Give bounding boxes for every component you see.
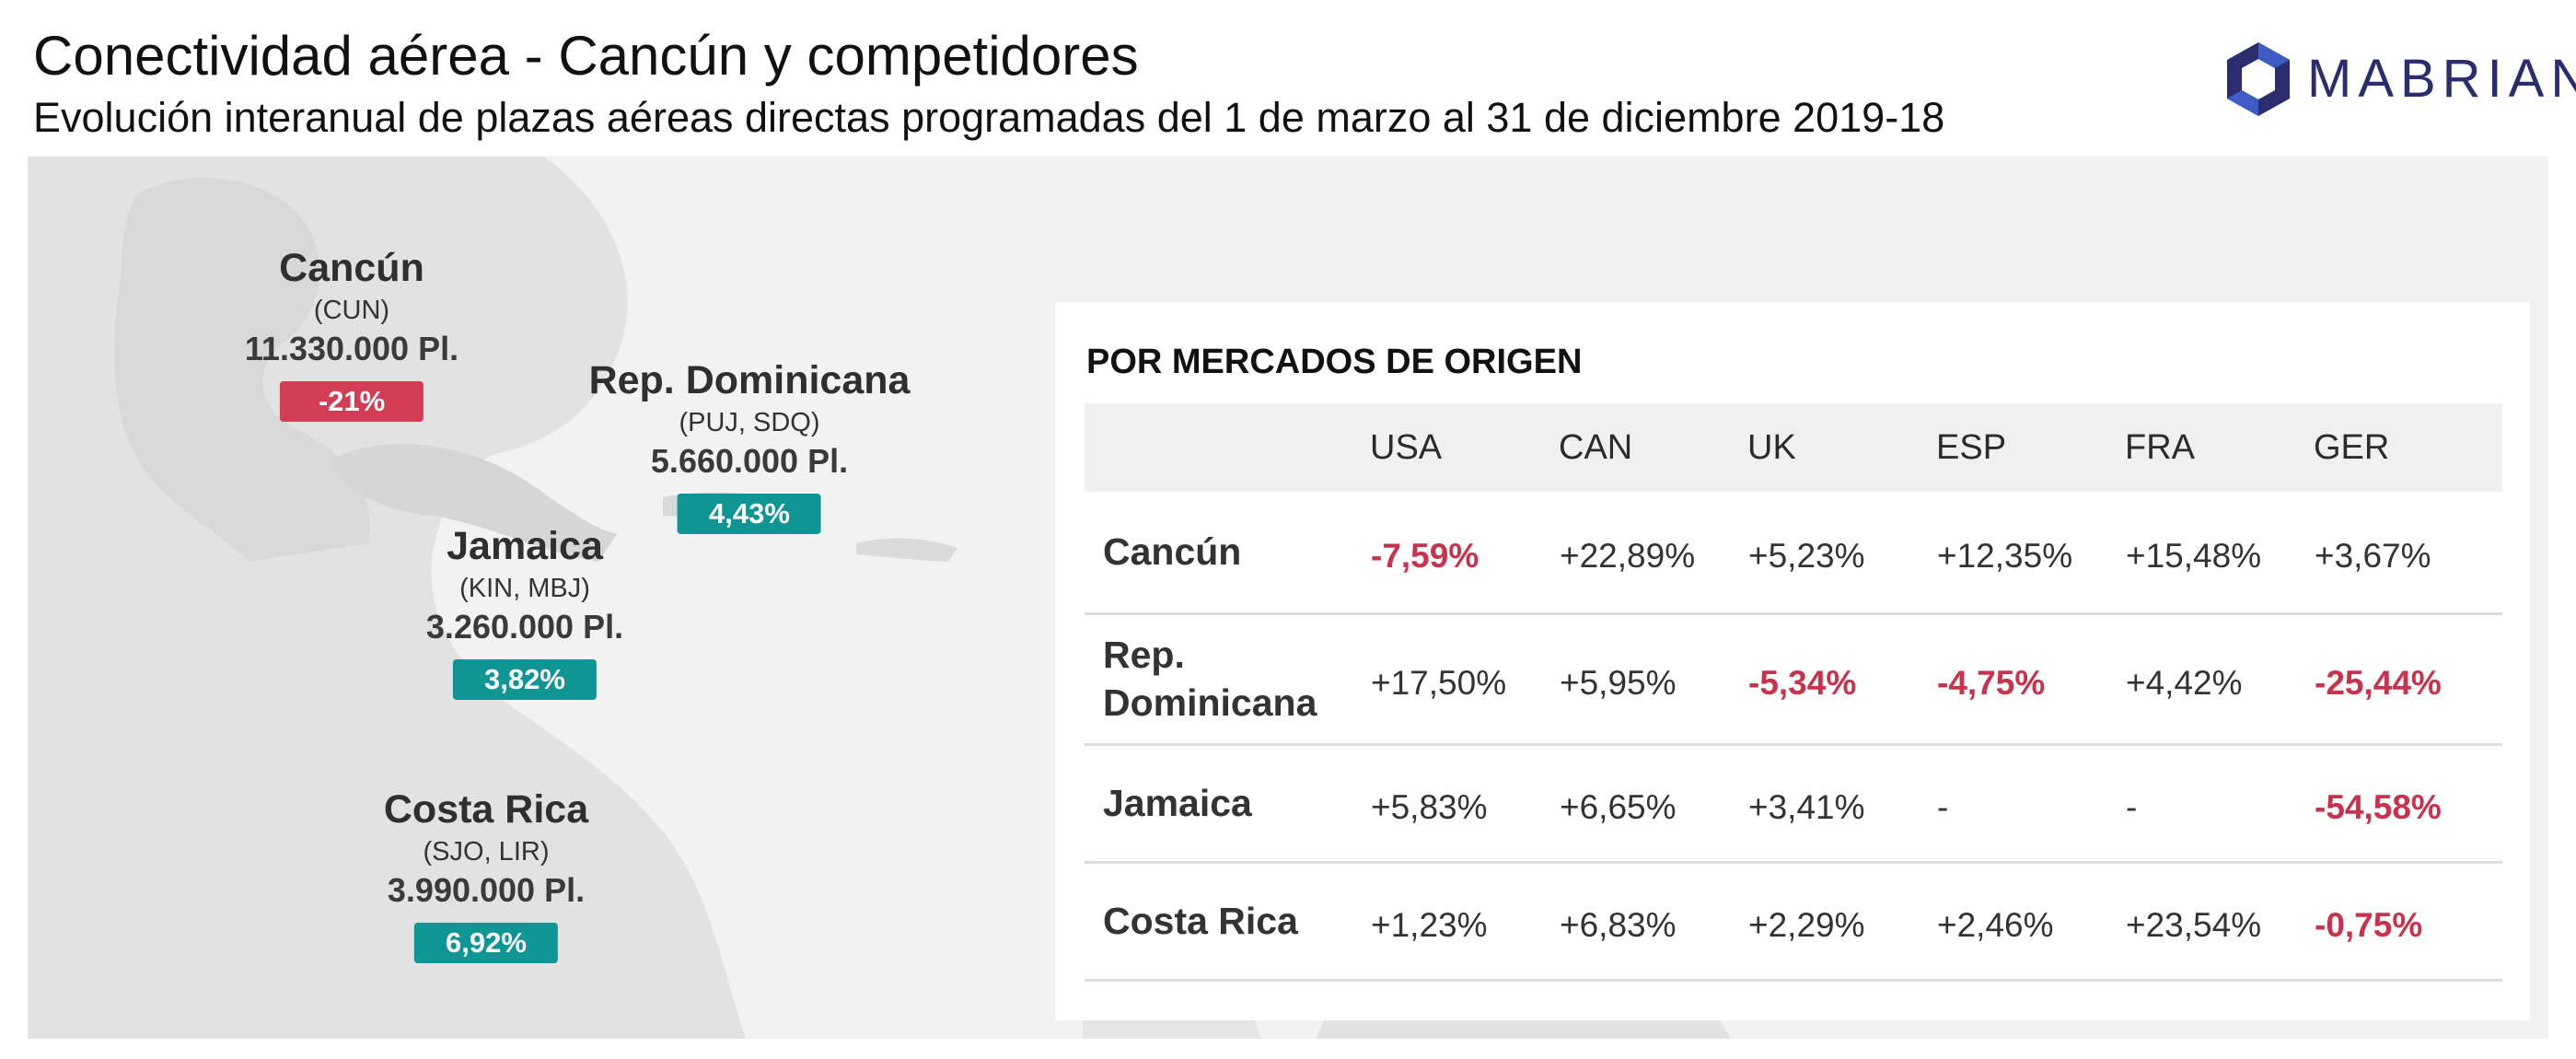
row-label: Jamaica <box>1103 781 1252 824</box>
page-title: Conectividad aérea - Cancún y competidor… <box>33 25 1139 87</box>
table-cell: -5,34% <box>1748 663 1857 702</box>
table-row: Rep. Dominicana +17,50% +5,95% -5,34% -4,75%… <box>1085 613 2502 744</box>
destination-cancun: Cancún (CUN) 11.330.000 Pl. -21% <box>245 243 458 422</box>
table-cell: +3,67% <box>2315 536 2431 575</box>
table-cell: +6,65% <box>1560 787 1677 826</box>
brand-name: MABRIAN <box>2307 49 2576 109</box>
table-cell: +1,23% <box>1371 905 1488 944</box>
page-subtitle: Evolución interanual de plazas aéreas di… <box>33 94 1945 141</box>
destination-name: Costa Rica <box>383 787 589 832</box>
seat-count: 3.990.000 Pl. <box>387 871 586 909</box>
card-title: POR MERCADOS DE ORIGEN <box>1086 343 1583 381</box>
table-cell: +23,54% <box>2126 905 2262 944</box>
destination-name: Rep. Dominicana <box>588 358 911 402</box>
seat-count: 3.260.000 Pl. <box>425 608 624 646</box>
column-header-ger: GER <box>2314 427 2390 467</box>
table-cell: +2,29% <box>1748 905 1865 944</box>
airport-codes: (SJO, LIR) <box>423 837 550 867</box>
row-label: Costa Rica <box>1103 899 1298 942</box>
seat-count: 5.660.000 Pl. <box>650 442 849 480</box>
column-header-fra: FRA <box>2125 427 2195 467</box>
table-cell: +12,35% <box>1937 536 2073 575</box>
table-cell: +5,83% <box>1371 787 1488 826</box>
origin-markets-table: USA CAN UK ESP FRA GER Cancún -7,59% +22,8… <box>1085 403 2502 982</box>
row-label: Rep. Dominicana <box>1103 633 1317 724</box>
brand-logo: MABRIAN <box>2224 41 2576 118</box>
row-label: Cancún <box>1103 530 1242 573</box>
table-cell: -7,59% <box>1371 536 1479 575</box>
table-cell: - <box>1937 787 1949 826</box>
table-cell: +2,46% <box>1937 905 2054 944</box>
table-cell: -0,75% <box>2315 905 2423 944</box>
table-cell: -54,58% <box>2315 787 2442 826</box>
seat-count: 11.330.000 Pl. <box>244 330 459 367</box>
table-cell: +6,83% <box>1560 905 1677 944</box>
table-row: Costa Rica +1,23% +6,83% +2,29% +2,46% +23,54… <box>1085 862 2502 980</box>
header-empty <box>1085 403 1370 492</box>
change-badge: 6,92% <box>414 923 558 963</box>
table-row: Cancún -7,59% +22,89% +5,23% +12,35% +15,48% +… <box>1085 492 2502 613</box>
column-header-usa: USA <box>1370 427 1443 467</box>
table-cell: +4,42% <box>2126 663 2243 702</box>
table-cell: -25,44% <box>2315 663 2442 702</box>
change-badge: 3,82% <box>452 659 597 700</box>
origin-markets-card: POR MERCADOS DE ORIGEN USA CAN UK ESP FR… <box>1055 302 2530 1020</box>
column-header-esp: ESP <box>1936 427 2007 467</box>
airport-codes: (KIN, MBJ) <box>459 574 590 603</box>
destination-jamaica: Jamaica (KIN, MBJ) 3.260.000 Pl. 3,82% <box>426 521 623 700</box>
table-cell: -4,75% <box>1937 663 2046 702</box>
airport-codes: (PUJ, SDQ) <box>679 408 820 437</box>
table-cell: +5,95% <box>1560 663 1677 702</box>
change-badge: -21% <box>280 381 424 422</box>
table-cell: +5,23% <box>1748 536 1865 575</box>
column-header-can: CAN <box>1559 427 1633 467</box>
table-cell: +3,41% <box>1748 787 1865 826</box>
destination-name: Jamaica <box>447 524 603 568</box>
destination-costa-rica: Costa Rica (SJO, LIR) 3.990.000 Pl. 6,92… <box>384 785 588 963</box>
table-cell: +17,50% <box>1371 663 1507 702</box>
column-header-uk: UK <box>1747 427 1796 467</box>
table-row: Jamaica +5,83% +6,65% +3,41% - - -54,58% <box>1085 744 2502 862</box>
table-cell: +15,48% <box>2126 536 2262 575</box>
destination-rep-dominicana: Rep. Dominicana (PUJ, SDQ) 5.660.000 Pl.… <box>588 355 911 534</box>
change-badge: 4,43% <box>677 494 821 534</box>
table-cell: +22,89% <box>1560 536 1696 575</box>
mabrian-hexagon-icon <box>2227 42 2290 116</box>
table-cell: - <box>2126 787 2138 826</box>
destination-name: Cancún <box>279 246 424 290</box>
airport-codes: (CUN) <box>313 296 390 325</box>
table-header-row: USA CAN UK ESP FRA GER <box>1085 403 2502 492</box>
